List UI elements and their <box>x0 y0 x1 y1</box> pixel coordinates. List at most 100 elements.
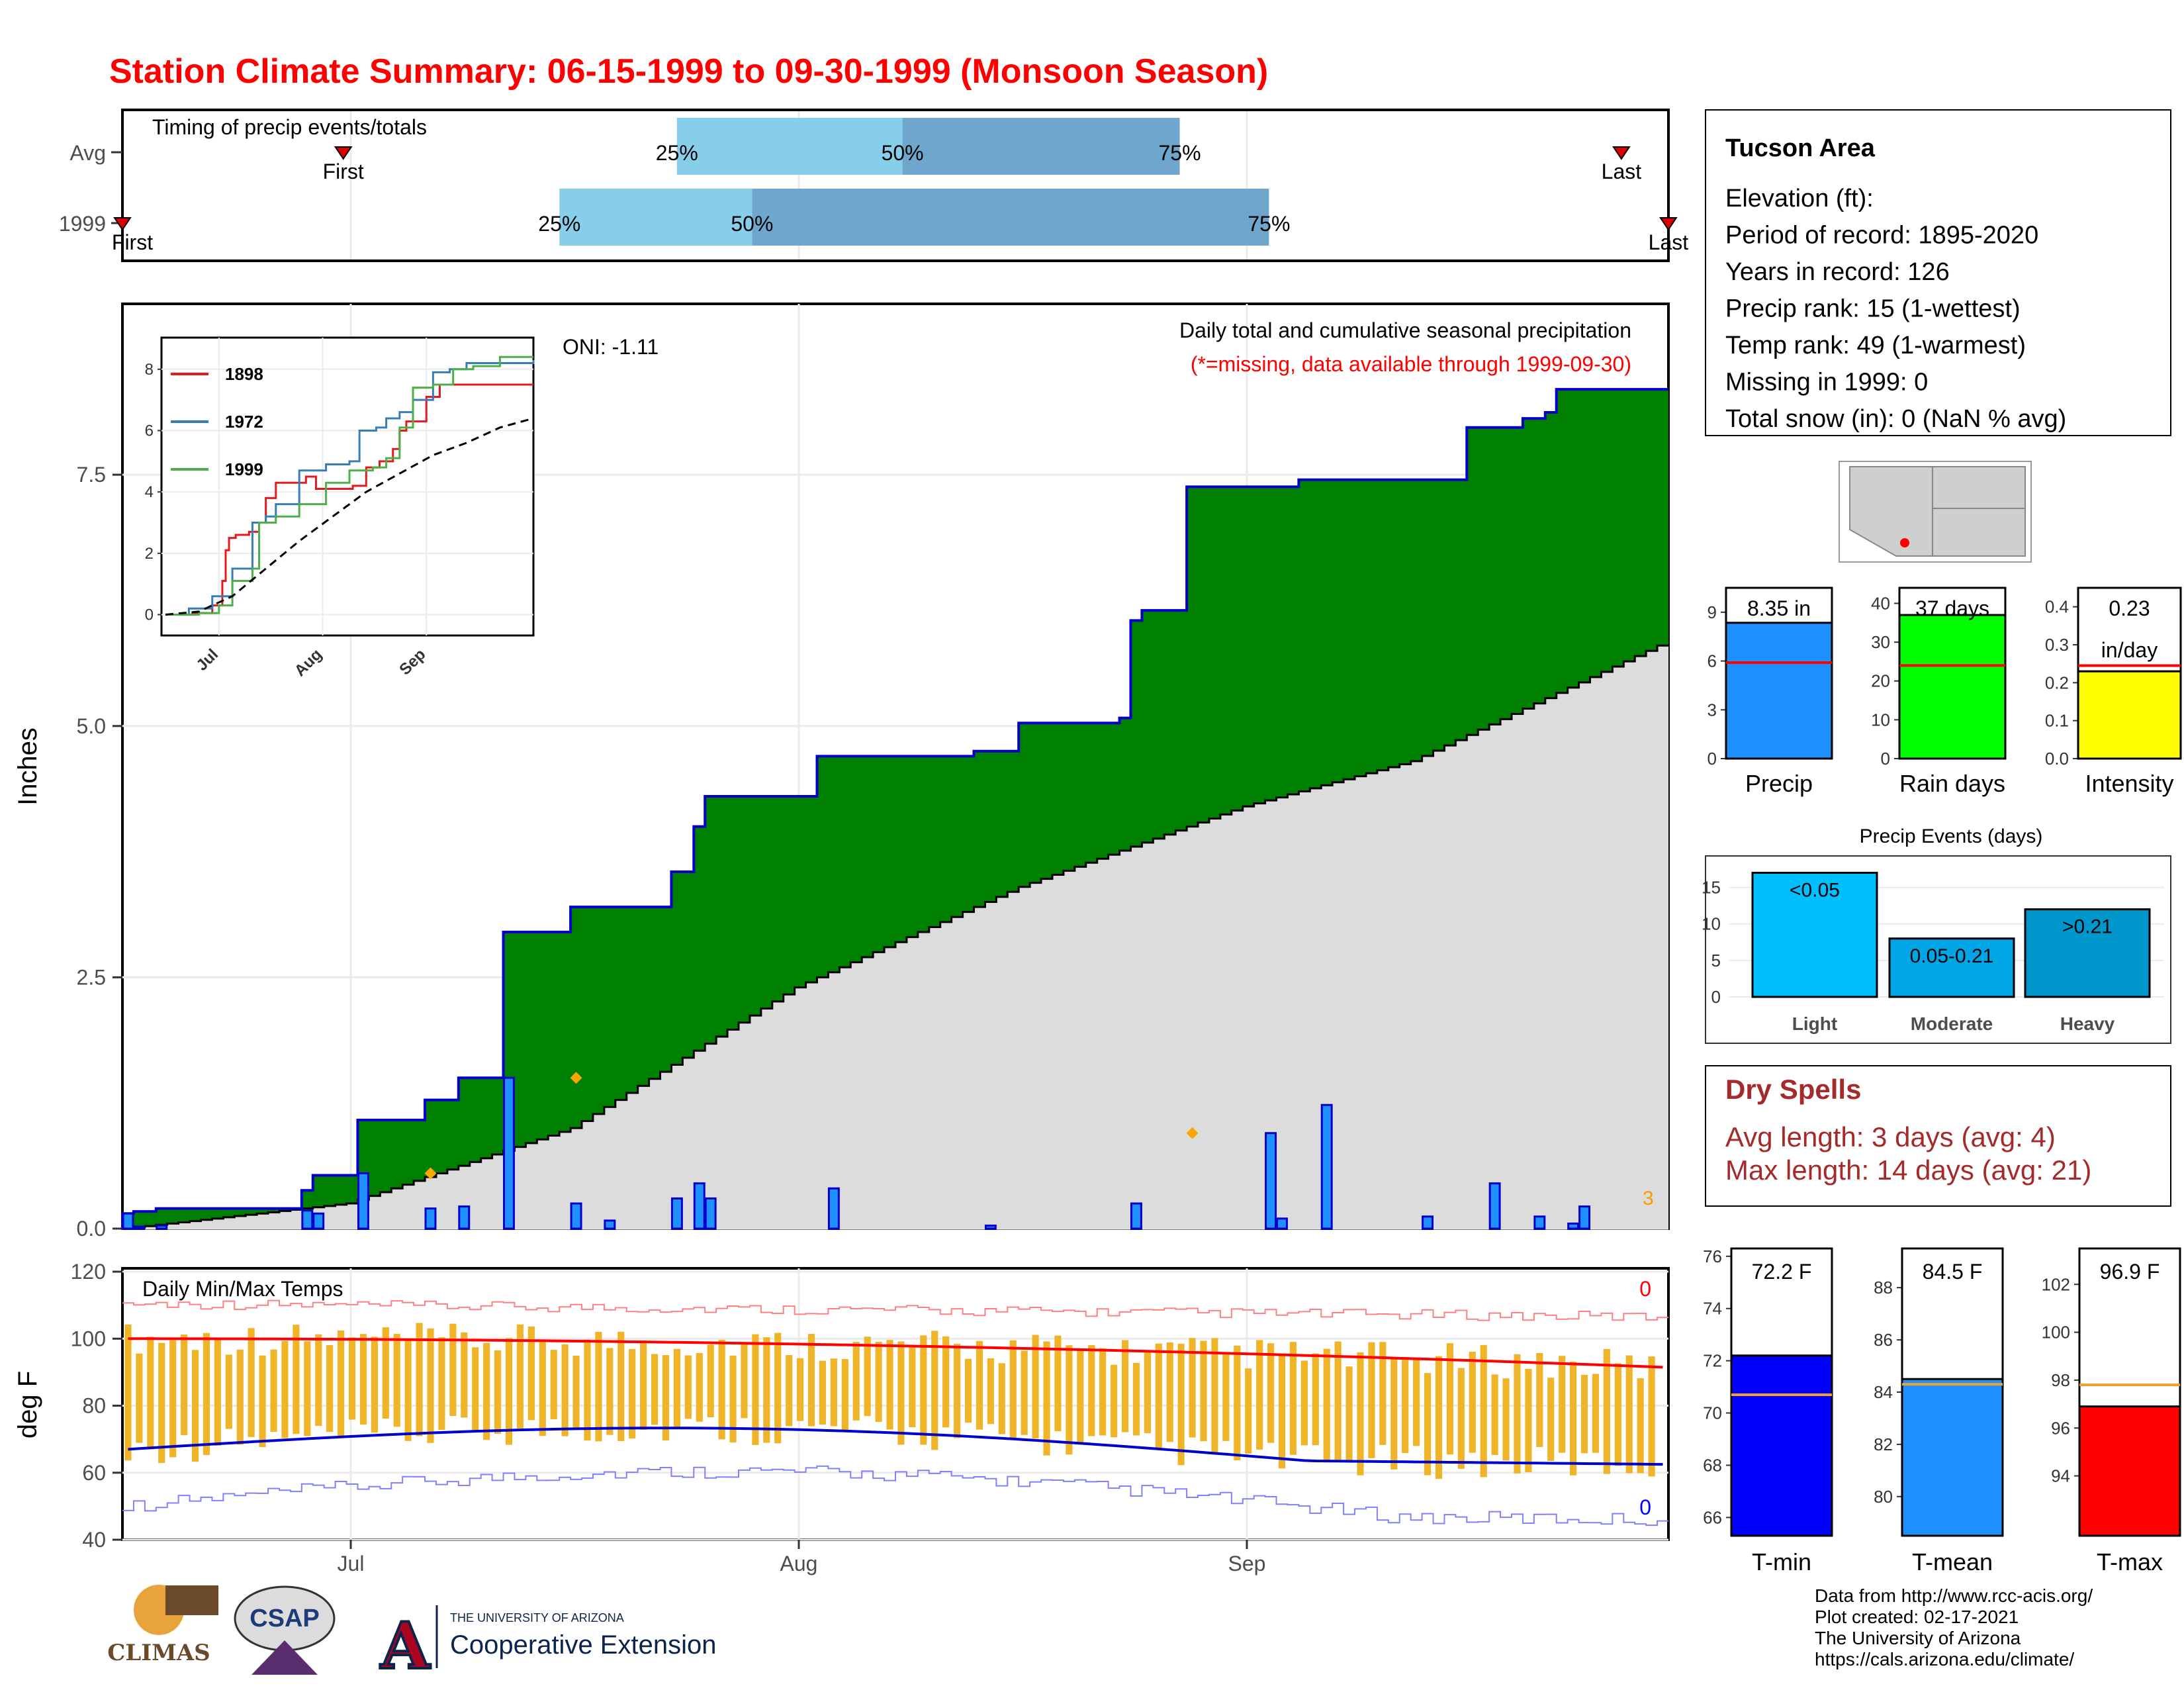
temp-range-bar <box>259 1355 266 1448</box>
average-area <box>122 645 1668 1229</box>
dry-spells-max: Max length: 14 days (avg: 21) <box>1725 1154 2091 1186</box>
climas-logo-text: CLIMAS <box>107 1640 210 1666</box>
info-line: Missing in 1999: 0 <box>1725 369 1928 397</box>
temp-range-bar <box>1603 1348 1610 1474</box>
inset-ytick-label: 8 <box>145 361 154 379</box>
daily-precip-bar <box>704 1197 717 1230</box>
temp-range-bar <box>359 1334 367 1425</box>
station-name: Tucson Area <box>1725 134 1876 162</box>
temp-range-bar <box>505 1338 513 1445</box>
temp-range-bar <box>1300 1360 1308 1446</box>
summary-ytick-label: 40 <box>1871 593 1890 613</box>
tbar-ytick-label: 76 <box>1703 1246 1722 1266</box>
temp-range-bar <box>629 1348 636 1439</box>
temp-range-bar <box>729 1355 737 1442</box>
inset-series-line <box>165 355 533 616</box>
extreme-marker-icon <box>424 1167 437 1180</box>
temp-range-bar <box>1256 1340 1263 1450</box>
temp-range-bar <box>1614 1363 1621 1466</box>
summary-ytick-label: 10 <box>1871 710 1890 729</box>
temp-range-bar <box>595 1331 602 1442</box>
events-bar <box>1751 872 1878 998</box>
temp-range-bar <box>752 1334 759 1445</box>
temp-range-bar <box>1043 1341 1050 1456</box>
info-line: Total snow (in): 0 (NaN % avg) <box>1725 405 2066 433</box>
temp-range-bar <box>909 1346 916 1427</box>
precip-events: Precip Events (days) 0 5 10 15 <0.05 Light 0.0… <box>1702 825 2171 1044</box>
tbar-ytick-label: 94 <box>2051 1466 2070 1486</box>
daily-precip-bar <box>1130 1202 1142 1230</box>
tbar-value-label: 84.5 F <box>1923 1260 1983 1284</box>
events-category-label: Light <box>1792 1013 1837 1034</box>
temp-range-bar <box>819 1360 827 1425</box>
first-marker-icon <box>113 217 132 231</box>
timing-last-label: Last <box>1649 230 1689 254</box>
temp-ytick-label: 40 <box>82 1528 106 1552</box>
inset-ytick-label: 6 <box>145 422 154 440</box>
xaxis-tick-label: Aug <box>780 1552 818 1575</box>
temp-range-bar <box>987 1358 994 1425</box>
events-ytick-label: 15 <box>1702 878 1721 898</box>
temp-range-bar <box>1166 1342 1173 1442</box>
temp-range-bar <box>1592 1374 1600 1453</box>
temp-range-bar <box>191 1350 199 1462</box>
timing-q50-label: 50% <box>882 141 924 165</box>
timing-q25-label: 25% <box>538 212 580 236</box>
temp-range-bar <box>830 1358 837 1427</box>
dry-spells: Dry Spells Avg length: 3 days (avg: 4) M… <box>1705 1065 2171 1207</box>
timing-panel: Avg 25% 50% 75% First Last 1999 25% 50% 75% First L… <box>59 109 1689 262</box>
oni-label: ONI: -1.11 <box>563 335 659 359</box>
temp-range-bar <box>841 1359 848 1432</box>
summary-bars: 0 3 6 9 8.35 in Precip 0 10 20 30 40 37 days Rain da… <box>1707 586 2182 797</box>
temp-range-bar <box>338 1330 345 1437</box>
timing-q50-q75-bar <box>752 189 1269 246</box>
temp-panel: 40 60 80 100 120 Daily Min/Max Temps 0 0 deg… <box>13 1260 1670 1552</box>
temp-range-bar <box>348 1337 356 1420</box>
temp-range-bar <box>371 1336 378 1433</box>
temp-range-bar <box>1525 1368 1532 1473</box>
temp-range-bar <box>1211 1338 1218 1454</box>
extreme-marker-icon <box>1186 1127 1199 1139</box>
temp-range-bar <box>236 1349 244 1445</box>
temp-range-bar <box>998 1363 1005 1434</box>
temp-range-bar <box>1637 1378 1644 1474</box>
temp-range-bar <box>1648 1356 1655 1477</box>
csap-logo-text: CSAP <box>250 1605 320 1632</box>
temp-range-bar <box>1189 1338 1196 1438</box>
temp-range-bar <box>875 1341 882 1422</box>
events-bar <box>2024 908 2151 998</box>
extreme-marker-icon <box>570 1072 582 1084</box>
temp-range-bar <box>1547 1378 1555 1461</box>
temp-range-bar <box>763 1337 770 1443</box>
xaxis-tick-label: Jul <box>338 1552 365 1575</box>
daily-precip-bar <box>1276 1217 1288 1230</box>
inset-series-line <box>165 359 535 616</box>
timing-first-label: First <box>323 160 364 183</box>
summary-ytick-label: 20 <box>1871 671 1890 691</box>
temp-range-bar <box>886 1340 893 1430</box>
temp-range-bar <box>1132 1363 1140 1436</box>
precip-ytick-label: 5.0 <box>77 714 106 738</box>
temp-range-bar <box>1469 1352 1476 1453</box>
summary-ytick-label: 9 <box>1707 602 1717 622</box>
temp-range-bar <box>1580 1374 1588 1454</box>
temp-range-bar <box>293 1325 300 1434</box>
first-marker-icon <box>334 146 353 160</box>
temp-title: Daily Min/Max Temps <box>142 1277 343 1301</box>
temp-range-bar <box>1009 1340 1017 1439</box>
temp-range-bar <box>1480 1344 1487 1477</box>
temp-range-bar <box>1200 1340 1207 1442</box>
temp-range-bar <box>1491 1374 1498 1455</box>
temp-range-bar <box>1121 1340 1129 1432</box>
ua-a-icon: A <box>380 1609 431 1683</box>
max-count: 0 <box>1639 1277 1651 1301</box>
timing-row-label: Avg <box>69 141 106 165</box>
timing-q25-q50-bar <box>559 189 752 246</box>
summary-ytick-label: 0.4 <box>2045 597 2069 617</box>
summary-ytick-label: 3 <box>1707 700 1717 720</box>
precip-subtitle: (*=missing, data available through 1999-… <box>1191 352 1631 376</box>
temp-range-bar <box>449 1323 457 1416</box>
daily-precip-bar <box>301 1209 314 1230</box>
temp-range-bar <box>774 1333 782 1444</box>
